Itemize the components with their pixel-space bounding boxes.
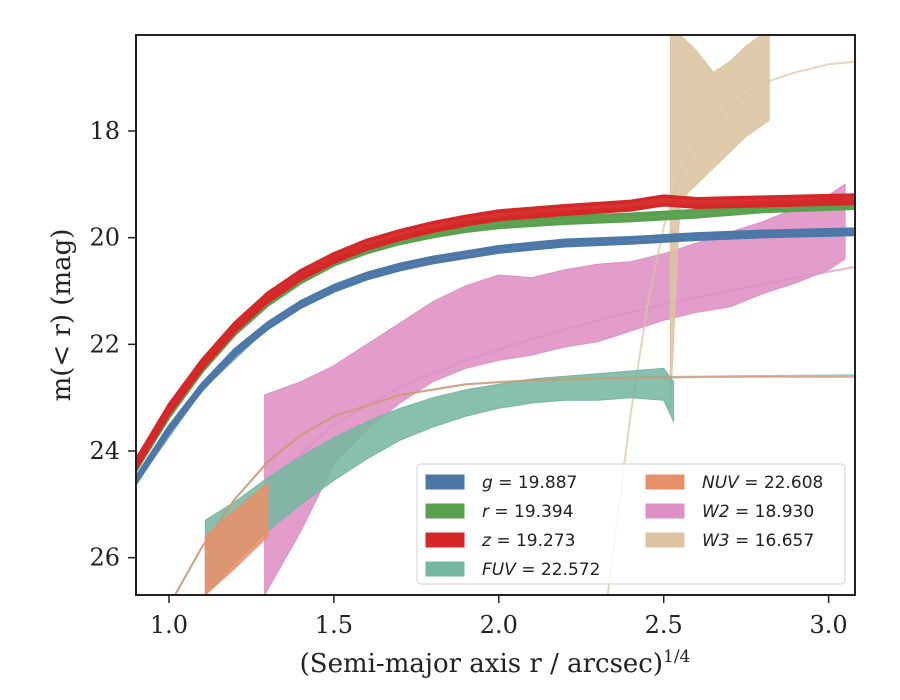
x-axis-label-text: (Semi-major axis r / arcsec) — [300, 649, 663, 679]
legend-swatch — [645, 532, 685, 548]
y-axis-label: m(< r) (mag) — [47, 229, 77, 402]
series-nuv — [173, 375, 855, 595]
legend-label: W2 = 18.930 — [702, 502, 814, 522]
legend: g = 19.887 r = 19.394 z = 19.273 FUV = 22.5… — [416, 463, 846, 585]
legend-label: FUV = 22.572 — [482, 560, 600, 580]
band-w2 — [264, 183, 846, 595]
series-z — [136, 193, 855, 471]
x-tick-label: 1.5 — [315, 611, 353, 639]
band-nuv — [204, 481, 269, 595]
x-axis-label: (Semi-major axis r / arcsec)1/4 — [300, 647, 691, 679]
legend-entry-r: r = 19.394 — [425, 502, 574, 522]
legend-entry-nuv: NUV = 22.608 — [645, 473, 823, 493]
legend-box — [416, 463, 846, 585]
y-tick-label: 20 — [89, 224, 120, 252]
legend-swatch — [425, 503, 465, 519]
legend-entry-w3: W3 = 16.657 — [645, 531, 814, 551]
x-tick-label: 1.0 — [150, 611, 188, 639]
series-g — [136, 227, 855, 485]
model-curve-r — [136, 204, 855, 468]
band-w3 — [669, 35, 770, 409]
legend-swatch — [645, 474, 685, 490]
y-tick-label: 26 — [89, 544, 120, 572]
plot-frame — [135, 34, 856, 596]
y-tick-label: 18 — [89, 117, 120, 145]
legend-entry-w2: W2 = 18.930 — [645, 502, 814, 522]
model-curve-w3 — [606, 60, 855, 595]
legend-swatch — [645, 503, 685, 519]
legend-label: W3 = 16.657 — [702, 531, 814, 551]
band-fuv — [204, 367, 675, 595]
legend-entry-g: g = 19.887 — [425, 473, 577, 493]
x-tick-label: 2.0 — [480, 611, 518, 639]
series-w3 — [606, 35, 855, 595]
legend-label: r = 19.394 — [482, 502, 574, 522]
legend-entry-fuv: FUV = 22.572 — [425, 560, 600, 580]
model-curve-g — [136, 230, 855, 484]
x-axis-label-exponent: 1/4 — [663, 647, 690, 667]
legend-label: z = 19.273 — [481, 531, 575, 551]
legend-entry-z: z = 19.273 — [425, 531, 575, 551]
legend-swatch — [425, 532, 465, 548]
legend-swatch — [425, 474, 465, 490]
x-tick-label: 2.5 — [645, 611, 683, 639]
y-tick-label: 22 — [89, 330, 120, 358]
model-curve-z — [136, 198, 855, 465]
legend-label: NUV = 22.608 — [702, 473, 823, 493]
model-curve-nuv — [173, 375, 855, 595]
plot-area — [136, 35, 855, 595]
axes: 1.0 1.5 2.0 2.5 3.0 18 20 22 24 26 — [89, 117, 847, 639]
x-tick-label: 3.0 — [810, 611, 848, 639]
legend-swatch — [425, 561, 465, 577]
legend-label: g = 19.887 — [482, 473, 577, 493]
y-tick-label: 24 — [89, 437, 120, 465]
